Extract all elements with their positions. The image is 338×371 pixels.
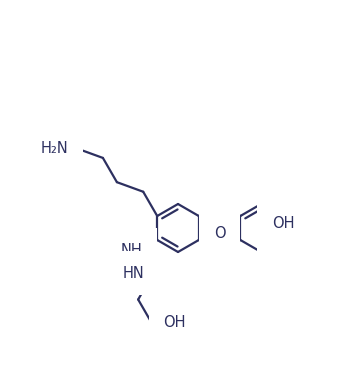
Text: OH: OH (272, 216, 294, 230)
Text: H₂N: H₂N (41, 141, 69, 156)
Text: O: O (214, 226, 225, 240)
Text: OH: OH (272, 226, 294, 240)
Text: O: O (214, 216, 225, 230)
Text: HN: HN (122, 266, 144, 281)
Text: NH: NH (120, 243, 142, 257)
Text: OH: OH (163, 315, 186, 330)
